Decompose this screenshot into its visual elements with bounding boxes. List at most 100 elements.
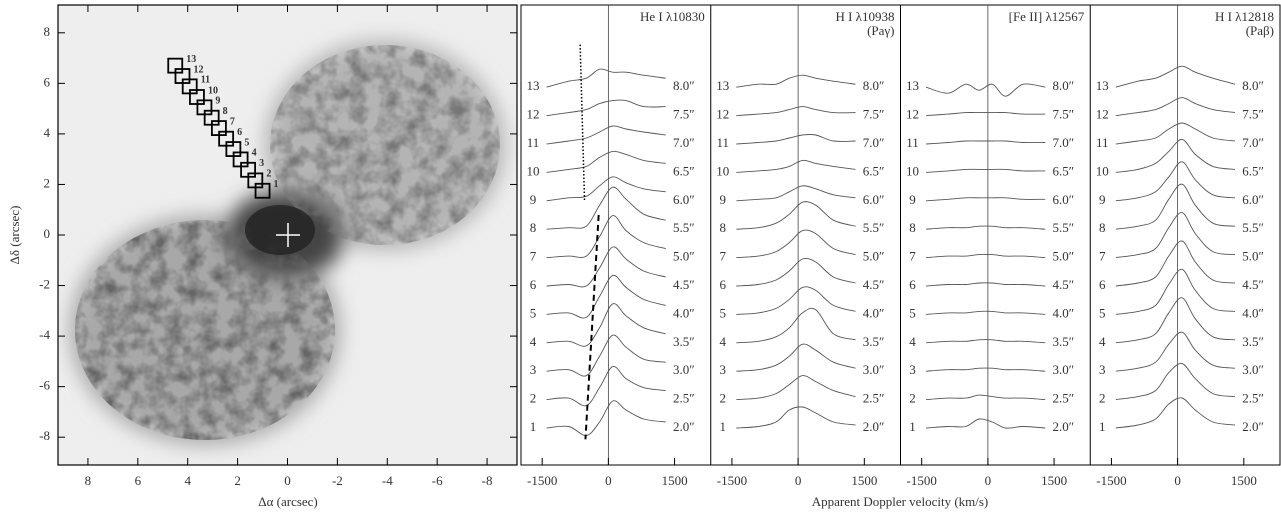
panel-title: [Fe II] λ12567	[1009, 9, 1085, 24]
panel-title: He I λ10830	[640, 9, 705, 24]
offset-label: 7.0″	[1242, 135, 1264, 150]
x-tick-label: -1500	[717, 473, 747, 488]
offset-label: 4.0″	[673, 305, 695, 320]
x-tick-label: -6	[432, 473, 443, 488]
row-label: 3	[909, 362, 916, 377]
aperture-label: 3	[259, 158, 264, 169]
spectrum	[736, 185, 856, 202]
spectrum	[546, 215, 666, 259]
spectrum	[1115, 138, 1236, 173]
spectrum	[1115, 183, 1236, 230]
row-label: 2	[720, 391, 727, 406]
x-tick-label: 1500	[1231, 473, 1257, 488]
offset-label: 3.0″	[863, 362, 885, 377]
spectrum	[736, 201, 856, 230]
spectrum	[926, 225, 1046, 230]
panel-title: H I λ10938	[835, 9, 894, 24]
spectrum	[926, 112, 1046, 117]
offset-label: 6.5″	[1242, 163, 1264, 178]
spectrum	[926, 310, 1046, 315]
row-label: 6	[909, 277, 916, 292]
offset-label: 5.0″	[1242, 249, 1264, 264]
spectrum	[1115, 297, 1236, 344]
row-label: 1	[909, 419, 916, 434]
offset-label: 6.0″	[1242, 192, 1264, 207]
spectrum	[1115, 97, 1236, 117]
spectrum	[546, 150, 666, 173]
offset-label: 6.5″	[673, 163, 695, 178]
offset-label: 2.0″	[673, 419, 695, 434]
offset-label: 4.0″	[863, 305, 885, 320]
aperture-label: 12	[193, 64, 203, 75]
x-tick-label: 0	[284, 473, 291, 488]
y-tick-label: -4	[39, 327, 50, 342]
offset-label: 5.5″	[863, 220, 885, 235]
spectrum	[546, 303, 666, 347]
row-label: 3	[1099, 362, 1106, 377]
offset-label: 3.0″	[673, 362, 695, 377]
spectrum	[925, 83, 1046, 97]
row-label: 8	[1099, 220, 1106, 235]
spectrum	[1115, 212, 1236, 259]
x-tick-label: 0	[795, 473, 802, 488]
row-label: 9	[720, 192, 727, 207]
offset-label: 7.5″	[673, 107, 695, 122]
row-label: 4	[1099, 334, 1106, 349]
row-label: 12	[716, 107, 729, 122]
spectrum	[1115, 363, 1236, 401]
offset-label: 5.0″	[1053, 249, 1075, 264]
offset-label: 7.0″	[1053, 135, 1075, 150]
row-label: 12	[527, 107, 540, 122]
row-label: 6	[720, 277, 727, 292]
offset-label: 8.0″	[673, 78, 695, 93]
offset-label: 4.5″	[1053, 277, 1075, 292]
offset-label: 8.0″	[1053, 78, 1075, 93]
aperture-label: 13	[186, 54, 196, 65]
spectrum	[546, 366, 666, 407]
row-label: 11	[716, 135, 729, 150]
x-tick-label: -1500	[1096, 473, 1126, 488]
spectrum	[736, 286, 856, 315]
offset-label: 3.5″	[673, 334, 695, 349]
aperture	[167, 57, 184, 74]
offset-label: 6.0″	[673, 192, 695, 207]
spectrum	[926, 168, 1046, 173]
offset-label: 3.5″	[1053, 334, 1075, 349]
row-label: 2	[909, 391, 916, 406]
row-label: 10	[1096, 163, 1109, 178]
row-label: 6	[530, 277, 537, 292]
row-label: 4	[909, 334, 916, 349]
row-label: 12	[906, 107, 919, 122]
row-label: 9	[909, 192, 916, 207]
row-label: 13	[906, 78, 919, 93]
row-label: 8	[720, 220, 727, 235]
offset-label: 2.5″	[1242, 391, 1264, 406]
row-label: 9	[1099, 192, 1106, 207]
offset-label: 2.0″	[1242, 419, 1264, 434]
row-label: 13	[1096, 78, 1109, 93]
offset-label: 4.0″	[1242, 305, 1264, 320]
offset-label: 8.0″	[1242, 78, 1264, 93]
x-tick-label: 2	[234, 473, 241, 488]
spectrum	[736, 74, 856, 88]
row-label: 6	[1099, 277, 1106, 292]
row-label: 8	[530, 220, 537, 235]
spectrum	[926, 140, 1046, 145]
spectrum	[1115, 240, 1236, 287]
spectrum	[736, 133, 856, 145]
spectrum	[926, 394, 1046, 401]
row-label: 11	[527, 135, 540, 150]
spectrum	[546, 99, 666, 117]
spectrum	[546, 274, 666, 319]
x-tick-label: -4	[382, 473, 393, 488]
offset-label: 7.0″	[863, 135, 885, 150]
aperture-label: 8	[223, 106, 228, 117]
offset-label: 4.5″	[673, 277, 695, 292]
guide-dashed	[584, 214, 600, 440]
spectrum	[546, 68, 666, 88]
row-label: 3	[720, 362, 727, 377]
spectrum	[926, 197, 1046, 202]
spectrum	[926, 282, 1046, 287]
offset-label: 2.0″	[1053, 419, 1075, 434]
row-label: 12	[1096, 107, 1109, 122]
